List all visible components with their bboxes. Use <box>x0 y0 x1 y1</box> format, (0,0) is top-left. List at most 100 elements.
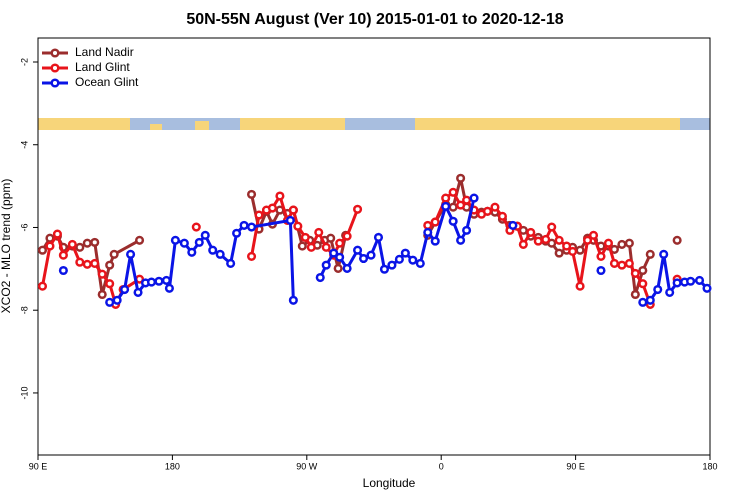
data-point <box>609 258 619 269</box>
data-point <box>105 297 115 307</box>
data-point <box>226 258 236 269</box>
data-point <box>554 235 564 245</box>
x-tick-label: 0 <box>439 461 444 471</box>
data-point <box>387 260 397 270</box>
data-point <box>408 255 418 265</box>
data-point <box>482 206 493 216</box>
data-point <box>90 237 100 247</box>
data-point <box>702 283 712 293</box>
data-point <box>518 225 528 235</box>
legend-marker <box>50 78 60 88</box>
data-point <box>448 187 458 197</box>
data-point <box>469 193 479 203</box>
data-point <box>366 250 376 260</box>
data-point <box>194 237 204 247</box>
data-point <box>105 279 115 289</box>
data-point <box>246 222 257 232</box>
land-band <box>415 118 680 130</box>
data-point <box>456 235 466 245</box>
data-point <box>665 287 675 297</box>
data-point <box>58 250 68 260</box>
data-point <box>526 227 536 237</box>
data-point <box>314 227 324 237</box>
y-tick-label: -6 <box>19 223 29 231</box>
data-point <box>288 295 298 305</box>
data-point <box>456 200 466 210</box>
data-point <box>448 216 458 226</box>
data-point <box>97 289 107 300</box>
data-point <box>154 276 164 286</box>
legend-label: Land Nadir <box>75 45 134 59</box>
x-tick-label: 180 <box>702 461 717 471</box>
data-point <box>430 217 440 227</box>
x-tick-label: 90 E <box>566 461 585 471</box>
data-point <box>694 275 705 285</box>
data-point <box>246 189 257 199</box>
data-point <box>415 258 425 269</box>
data-point <box>285 215 295 225</box>
data-point <box>624 238 634 248</box>
data-point <box>462 195 472 205</box>
data-point <box>164 283 174 293</box>
data-point <box>315 272 325 283</box>
data-point <box>208 245 218 255</box>
data-point <box>508 220 518 230</box>
data-point <box>187 247 197 257</box>
legend-marker <box>50 63 60 73</box>
map-strip <box>38 118 710 130</box>
data-point <box>300 232 310 242</box>
land-band <box>195 121 209 130</box>
data-point <box>342 263 352 273</box>
data-point <box>267 203 278 213</box>
data-point <box>82 238 92 248</box>
x-tick-label: 90 E <box>29 461 48 471</box>
data-point <box>547 238 557 248</box>
data-point <box>358 253 369 264</box>
data-point <box>126 249 136 259</box>
data-point <box>400 248 410 258</box>
data-point <box>562 241 572 251</box>
data-point <box>638 297 648 307</box>
data-point <box>254 210 264 220</box>
data-point <box>293 221 303 231</box>
data-point <box>200 230 210 240</box>
data-point <box>568 246 578 257</box>
land-band <box>38 118 130 130</box>
data-point <box>554 248 564 258</box>
data-point <box>45 233 55 243</box>
data-point <box>575 281 585 291</box>
data-point <box>333 263 343 273</box>
data-point <box>329 248 339 258</box>
y-tick-label: -10 <box>19 386 29 399</box>
data-point <box>672 278 682 288</box>
data-point <box>588 230 599 240</box>
y-tick-label: -2 <box>19 58 29 66</box>
chart-title: 50N-55N August (Ver 10) 2015-01-01 to 20… <box>186 11 563 28</box>
y-axis-label: XCO2 - MLO trend (ppm) <box>0 179 13 314</box>
data-point <box>441 193 451 203</box>
data-point <box>170 235 180 245</box>
data-point <box>541 234 551 245</box>
data-point <box>582 235 593 245</box>
x-tick-label: 90 W <box>296 461 318 471</box>
y-tick-label: -8 <box>19 306 29 314</box>
data-point <box>191 222 201 232</box>
data-point <box>653 284 663 295</box>
data-point <box>75 257 85 267</box>
data-point <box>335 252 345 262</box>
data-point <box>462 225 472 235</box>
data-point <box>497 211 507 221</box>
data-point <box>239 220 249 230</box>
data-point <box>321 242 331 252</box>
data-point <box>75 242 85 252</box>
data-point <box>321 260 331 270</box>
data-point <box>326 233 336 243</box>
data-point <box>353 245 363 255</box>
data-point <box>67 239 77 249</box>
data-point <box>97 269 107 279</box>
data-point <box>624 258 634 269</box>
data-point <box>52 229 62 239</box>
data-point <box>161 275 171 285</box>
data-point <box>547 222 557 232</box>
